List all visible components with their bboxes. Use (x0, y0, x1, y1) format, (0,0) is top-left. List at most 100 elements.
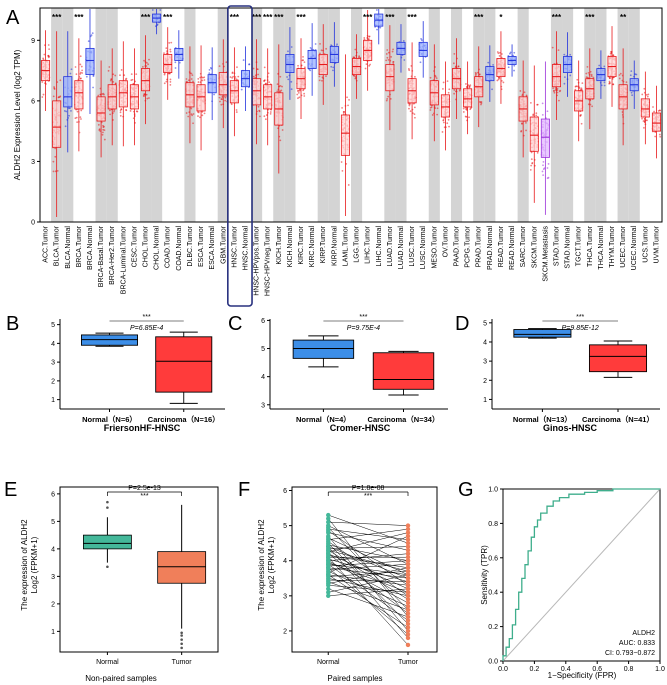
data-point (197, 115, 199, 117)
data-point (56, 169, 59, 172)
box-body (640, 98, 650, 118)
x-tick-label: GBM.Tumor (220, 225, 227, 264)
data-point (619, 72, 622, 75)
y-tick-label: 2 (51, 601, 55, 608)
data-point (169, 83, 172, 86)
data-point (558, 99, 560, 102)
data-point (608, 82, 611, 85)
data-point (297, 64, 299, 67)
data-point (442, 81, 445, 84)
data-point (541, 102, 544, 105)
y-tick-label: 3 (483, 359, 487, 366)
data-point (536, 103, 539, 106)
data-point (491, 88, 493, 91)
pair-line (328, 558, 409, 583)
data-point (407, 67, 410, 70)
tumor-point (405, 583, 411, 588)
tumor-point (405, 533, 411, 539)
significance-label: *** (252, 13, 262, 22)
data-point (369, 63, 371, 66)
data-point (290, 88, 293, 91)
tumor-point (405, 555, 411, 560)
data-point (576, 78, 579, 81)
y-tick-label: 5 (483, 320, 487, 327)
data-point (612, 54, 615, 57)
data-point (52, 95, 55, 98)
significance-label: *** (576, 314, 584, 321)
data-point (298, 96, 301, 99)
data-point (436, 113, 439, 116)
shade-band (351, 8, 363, 222)
data-point (442, 88, 444, 90)
data-point (546, 167, 549, 169)
data-point (625, 81, 628, 84)
data-point (81, 72, 84, 74)
data-point (119, 114, 122, 117)
data-point (585, 76, 588, 79)
y-tick-label: 0.0 (488, 659, 498, 666)
data-point (318, 75, 321, 78)
data-point (492, 64, 495, 66)
data-point (69, 72, 72, 75)
pair-line (328, 574, 409, 593)
data-point (259, 115, 261, 118)
outlier-point (106, 565, 109, 569)
x-tick-label: 0.6 (592, 666, 602, 673)
data-point (268, 81, 271, 84)
data-point (375, 9, 378, 11)
data-point (502, 81, 505, 84)
x-tick-label: READ.Normal (509, 226, 516, 270)
x-tick-label: Carcinoma（N=34） (368, 414, 440, 424)
shade-band (151, 8, 163, 222)
data-point (97, 123, 100, 126)
pair-line (328, 563, 409, 570)
box-body (485, 66, 495, 82)
data-point (263, 115, 266, 118)
data-point (470, 107, 472, 109)
data-point (652, 106, 654, 108)
data-point (314, 43, 317, 45)
data-point (92, 86, 94, 89)
data-point (163, 73, 166, 76)
pair-line (328, 578, 409, 597)
box-body (163, 54, 173, 74)
x-tick-label: HNSC.Normal (242, 226, 249, 271)
data-point (145, 61, 148, 64)
data-point (209, 67, 212, 69)
data-point (429, 76, 432, 79)
box-body (118, 80, 128, 108)
y-tick-label: 3 (261, 402, 265, 409)
y-tick-label: 0.4 (488, 590, 498, 597)
data-point (641, 93, 644, 96)
x-tick-label: THCA.Tumor (587, 225, 594, 267)
x-tick-label: 0.4 (561, 666, 571, 673)
data-point (603, 65, 606, 68)
pair-line (328, 579, 409, 583)
data-point (447, 118, 450, 121)
data-point (513, 51, 516, 54)
y-tick-label: 4 (283, 558, 287, 565)
outlier-point (180, 631, 183, 635)
data-point (123, 74, 126, 77)
p-value-label: P=1.8e-08 (352, 485, 385, 492)
x-tick-label: KIRC.Normal (309, 226, 316, 268)
panel-letter-g: G (458, 479, 474, 501)
data-point (448, 88, 451, 91)
data-point (496, 79, 499, 82)
data-point (653, 110, 655, 113)
significance-label: * (499, 13, 503, 22)
data-point (318, 79, 321, 82)
data-point (112, 80, 115, 83)
data-point (224, 96, 227, 99)
pair-line (328, 521, 409, 526)
box-body (292, 339, 355, 359)
data-point (654, 135, 657, 138)
y-tick-label: 1.0 (488, 487, 498, 494)
data-point (392, 48, 394, 51)
data-point (63, 110, 66, 112)
data-point (436, 107, 439, 110)
data-point (120, 69, 123, 71)
data-point (519, 90, 522, 92)
data-point (220, 103, 223, 106)
pair-line (328, 532, 409, 551)
